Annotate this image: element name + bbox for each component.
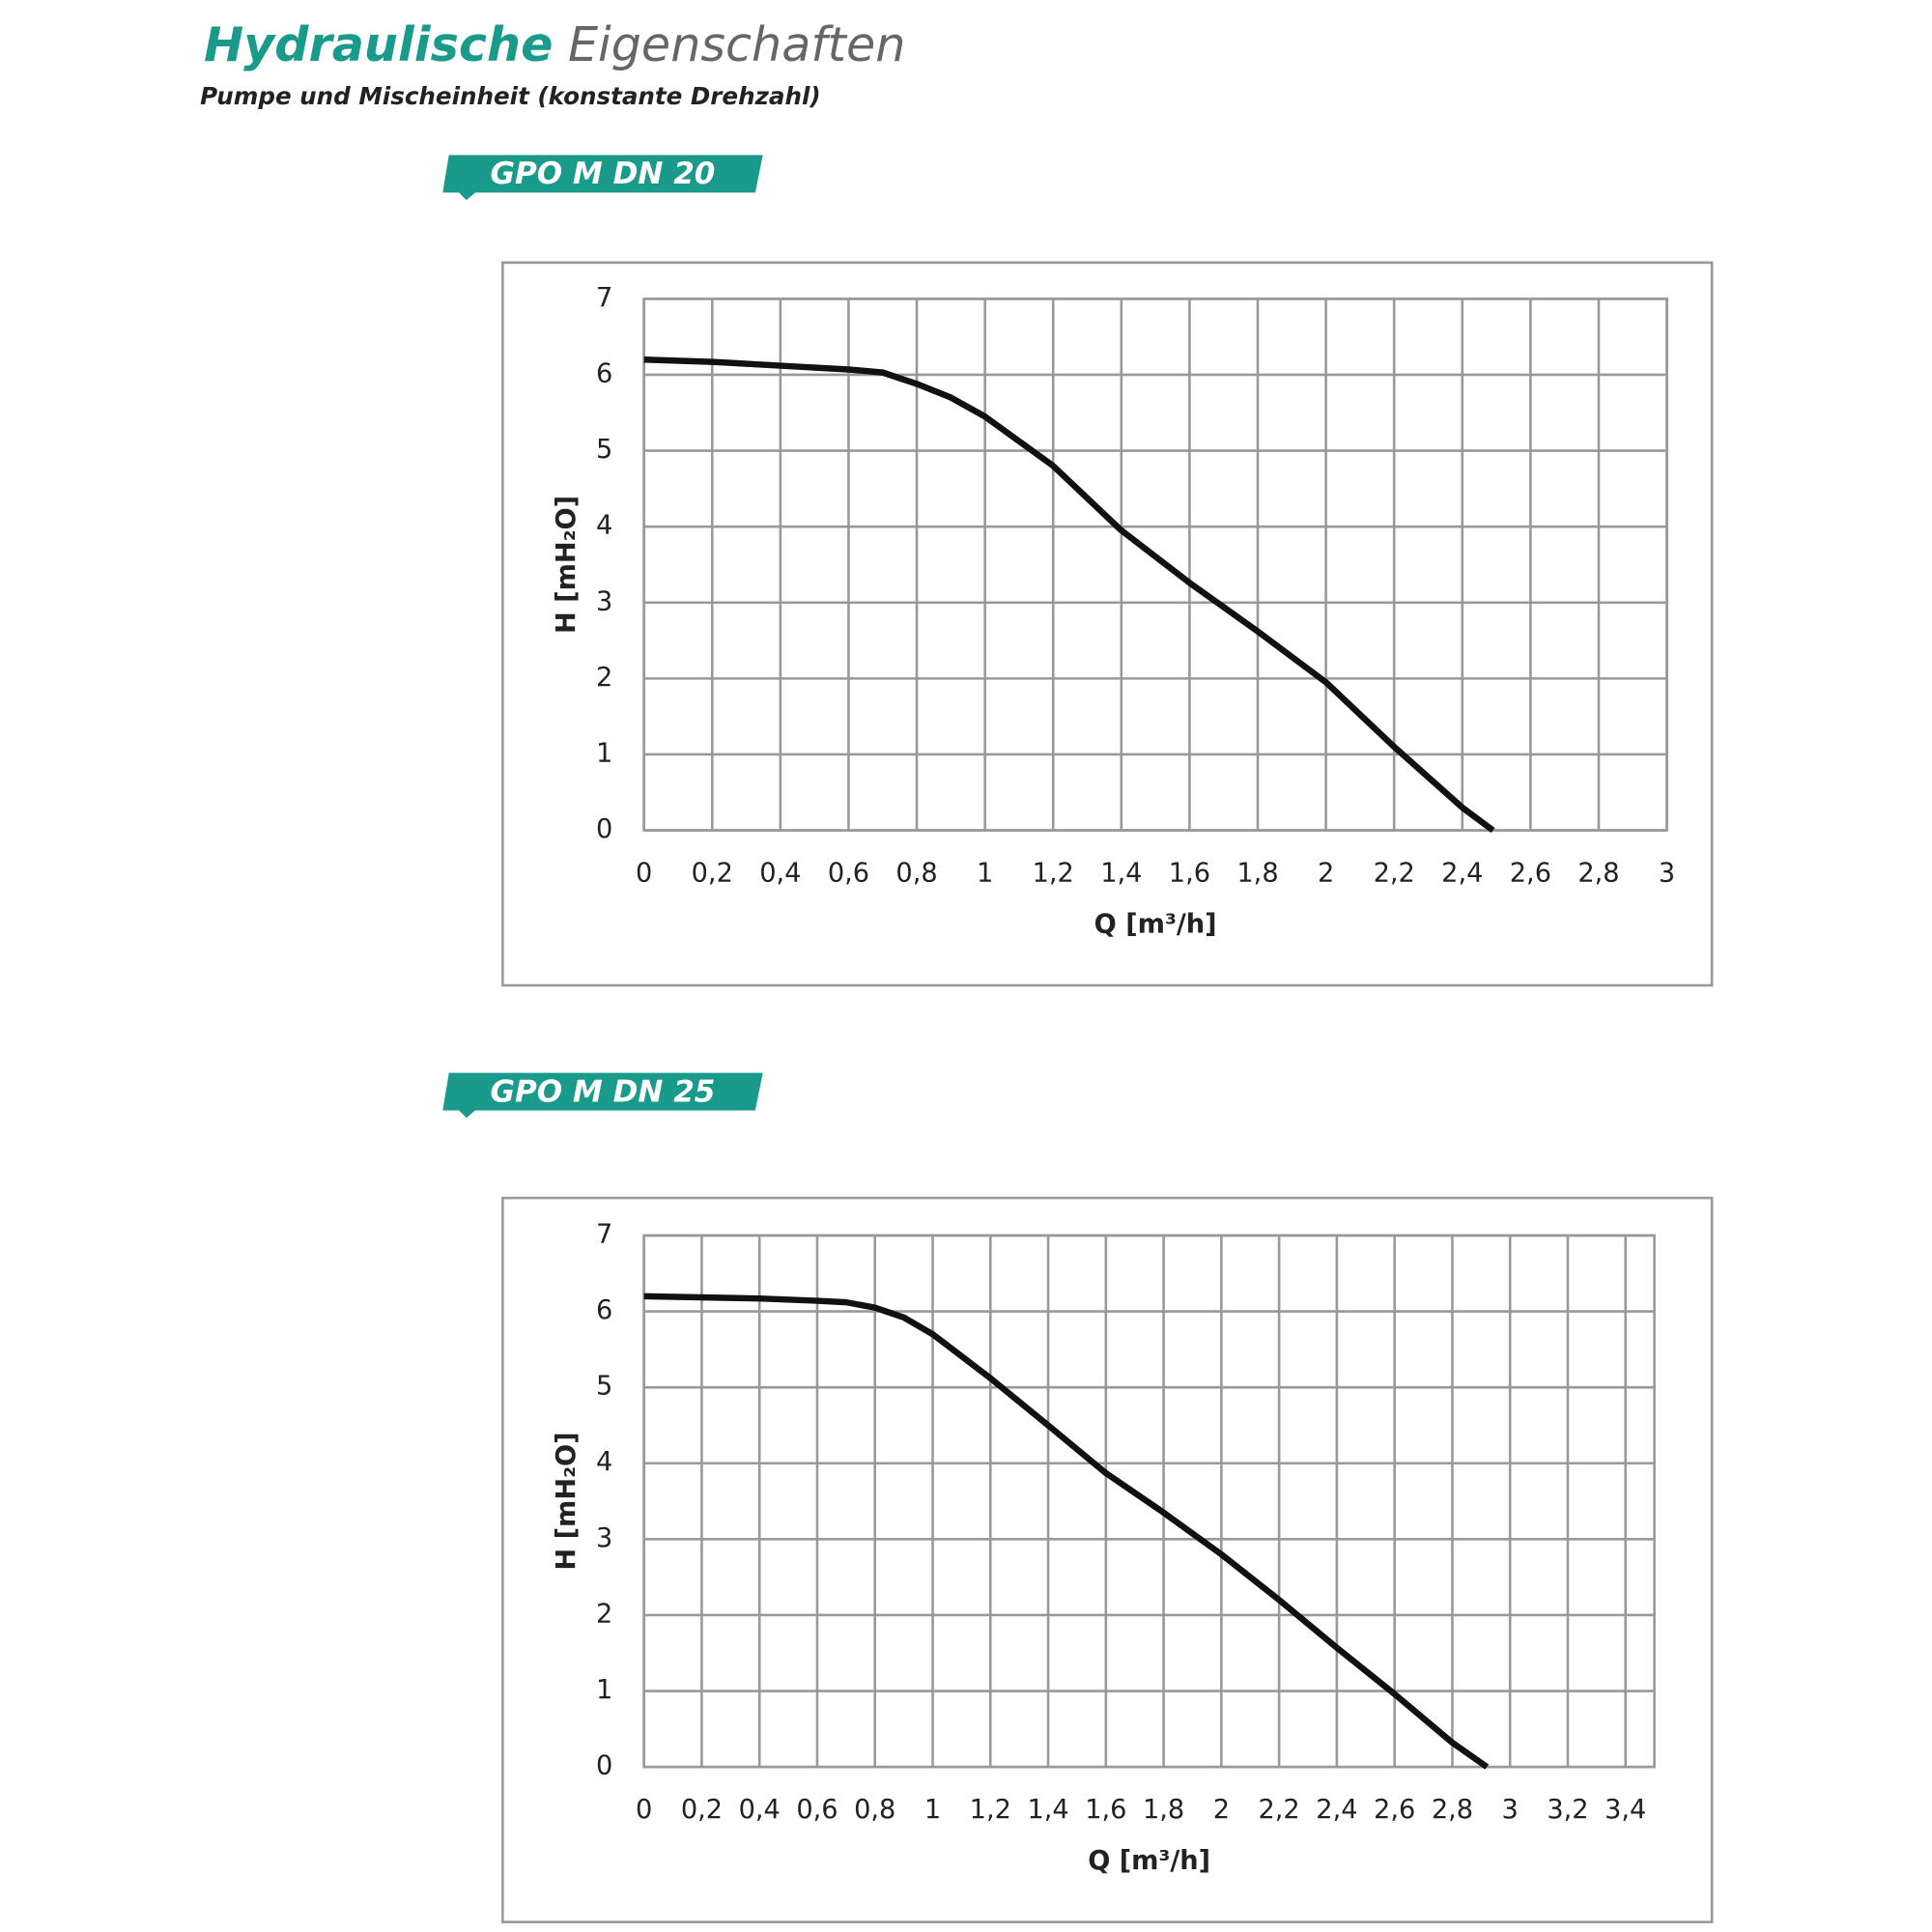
curve: [643, 1293, 1490, 1770]
x-tick-label: 0,4: [739, 1795, 781, 1825]
badge: [442, 155, 763, 201]
x-tick-label: 0,6: [796, 1795, 838, 1825]
y-tick-label: 4: [596, 511, 612, 541]
x-tick-label: 0,8: [854, 1795, 895, 1825]
x-tick-label: 2,6: [1374, 1795, 1415, 1825]
x-tick-label: 2,8: [1432, 1795, 1473, 1825]
y-tick-label: 5: [596, 1372, 612, 1402]
x-tick-label: 1,8: [1236, 858, 1278, 888]
subtitle: Pumpe und Mischeinheit (konstante Drehza…: [200, 82, 821, 110]
x-tick-label: 2,4: [1441, 858, 1483, 888]
x-tick-label: 2: [1318, 858, 1334, 888]
y-axis-label: H [mH₂O]: [552, 496, 582, 634]
chart-title: GPO M DN 25: [490, 1074, 715, 1109]
x-tick-label: 0,8: [895, 858, 937, 888]
y-tick-label: 0: [596, 814, 612, 844]
x-tick-label: 3: [1502, 1795, 1519, 1825]
x-tick-label: 3,4: [1605, 1795, 1646, 1825]
chart-title: GPO M DN 20: [490, 156, 715, 191]
x-tick-label: 1: [924, 1795, 941, 1825]
x-axis-label: Q [m³/h]: [1088, 1846, 1210, 1876]
x-tick-label: 2,2: [1259, 1795, 1300, 1825]
x-axis-label: Q [m³/h]: [1094, 909, 1217, 939]
x-tick-label: 3: [1659, 858, 1675, 888]
plot-area: [642, 298, 1668, 832]
title-bold: Hydraulische: [204, 16, 553, 72]
y-tick-label: 2: [596, 1599, 612, 1629]
x-tick-label: 0: [636, 858, 652, 888]
y-tick-label: 4: [596, 1447, 612, 1477]
y-tick-label: 3: [596, 1523, 612, 1553]
x-tick-label: 1,2: [1033, 858, 1074, 888]
y-tick-label: 6: [596, 358, 612, 388]
y-tick-label: 1: [596, 1675, 612, 1705]
y-tick-label: 2: [596, 663, 612, 693]
x-tick-label: 1,8: [1143, 1795, 1184, 1825]
y-tick-label: 3: [596, 586, 612, 616]
x-tick-label: 2,4: [1316, 1795, 1357, 1825]
x-tick-label: 0: [636, 1795, 652, 1825]
x-tick-label: 1,2: [970, 1795, 1011, 1825]
y-axis-label: H [mH₂O]: [552, 1432, 582, 1570]
title-rest: Eigenschaften: [568, 16, 905, 72]
x-tick-label: 2,8: [1577, 858, 1619, 888]
x-tick-label: 0,6: [828, 858, 869, 888]
x-tick-label: 0,2: [681, 1795, 723, 1825]
x-tick-label: 2,6: [1510, 858, 1551, 888]
x-tick-label: 0,2: [692, 858, 733, 888]
curve: [643, 356, 1495, 834]
x-tick-label: 1: [977, 858, 993, 888]
x-tick-label: 0,4: [759, 858, 801, 888]
x-tick-label: 1,4: [1027, 1795, 1068, 1825]
x-tick-label: 1,4: [1100, 858, 1142, 888]
y-tick-label: 7: [596, 1219, 612, 1249]
chart-frame: [501, 261, 1714, 987]
x-tick-label: 1,6: [1085, 1795, 1126, 1825]
x-tick-label: 2,2: [1374, 858, 1415, 888]
y-tick-label: 6: [596, 1295, 612, 1325]
y-tick-label: 1: [596, 738, 612, 768]
header-title: Hydraulische Eigenschaften: [204, 16, 905, 72]
x-tick-label: 2: [1213, 1795, 1230, 1825]
y-tick-label: 0: [596, 1751, 612, 1781]
y-tick-label: 7: [596, 283, 612, 313]
badge: [442, 1072, 763, 1119]
x-tick-label: 3,2: [1547, 1795, 1588, 1825]
y-tick-label: 5: [596, 435, 612, 465]
chart-frame: [501, 1196, 1714, 1923]
x-tick-label: 1,6: [1169, 858, 1210, 888]
